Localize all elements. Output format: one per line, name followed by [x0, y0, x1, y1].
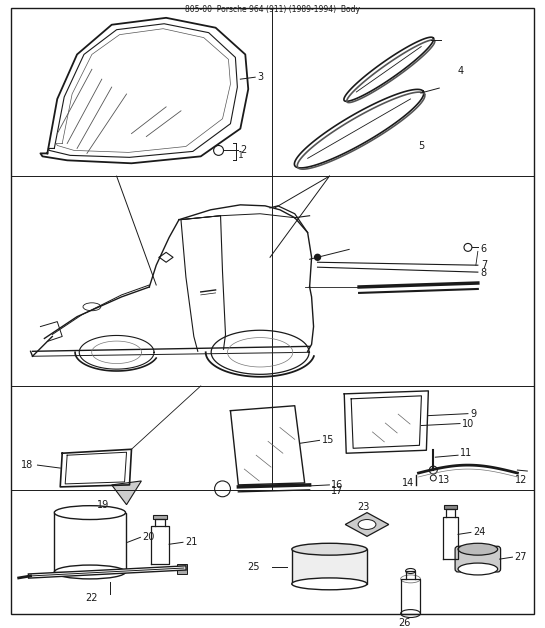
Text: 5: 5: [419, 141, 425, 151]
Polygon shape: [345, 512, 389, 536]
Text: 25: 25: [247, 561, 260, 571]
Ellipse shape: [54, 506, 125, 519]
Text: 10: 10: [462, 418, 474, 428]
Text: 15: 15: [322, 435, 334, 445]
Text: 9: 9: [470, 409, 476, 419]
Ellipse shape: [458, 543, 498, 555]
Text: 12: 12: [516, 475, 528, 485]
Text: 18: 18: [21, 460, 33, 470]
Text: 1: 1: [238, 151, 244, 160]
Text: 16: 16: [331, 480, 344, 490]
Ellipse shape: [358, 519, 376, 529]
Text: 7: 7: [481, 260, 487, 270]
Circle shape: [314, 254, 320, 260]
Text: 8: 8: [481, 268, 487, 278]
Text: 23: 23: [357, 502, 370, 512]
Bar: [292, 550, 367, 584]
Text: 27: 27: [514, 552, 527, 562]
Text: 19: 19: [97, 500, 109, 510]
Text: 3: 3: [257, 72, 263, 82]
Ellipse shape: [292, 543, 367, 555]
Ellipse shape: [292, 578, 367, 590]
Text: 4: 4: [458, 66, 464, 76]
Text: 24: 24: [473, 528, 485, 538]
Text: 14: 14: [402, 478, 414, 488]
Text: 26: 26: [398, 619, 411, 628]
Text: 22: 22: [85, 593, 98, 603]
Bar: [177, 564, 187, 574]
Text: 805-00  Porsche 964 (911) (1989-1994)  Body: 805-00 Porsche 964 (911) (1989-1994) Bod…: [185, 5, 360, 14]
Polygon shape: [112, 481, 141, 505]
Text: 6: 6: [481, 244, 487, 254]
Bar: [444, 505, 457, 509]
Ellipse shape: [458, 563, 498, 575]
Text: 17: 17: [331, 486, 344, 496]
FancyBboxPatch shape: [455, 546, 501, 572]
Bar: [153, 514, 167, 519]
Text: 11: 11: [460, 448, 473, 458]
Text: 20: 20: [142, 533, 155, 543]
Text: 21: 21: [185, 538, 197, 547]
Bar: [54, 512, 125, 572]
Text: 2: 2: [240, 146, 246, 155]
Text: 13: 13: [438, 475, 451, 485]
